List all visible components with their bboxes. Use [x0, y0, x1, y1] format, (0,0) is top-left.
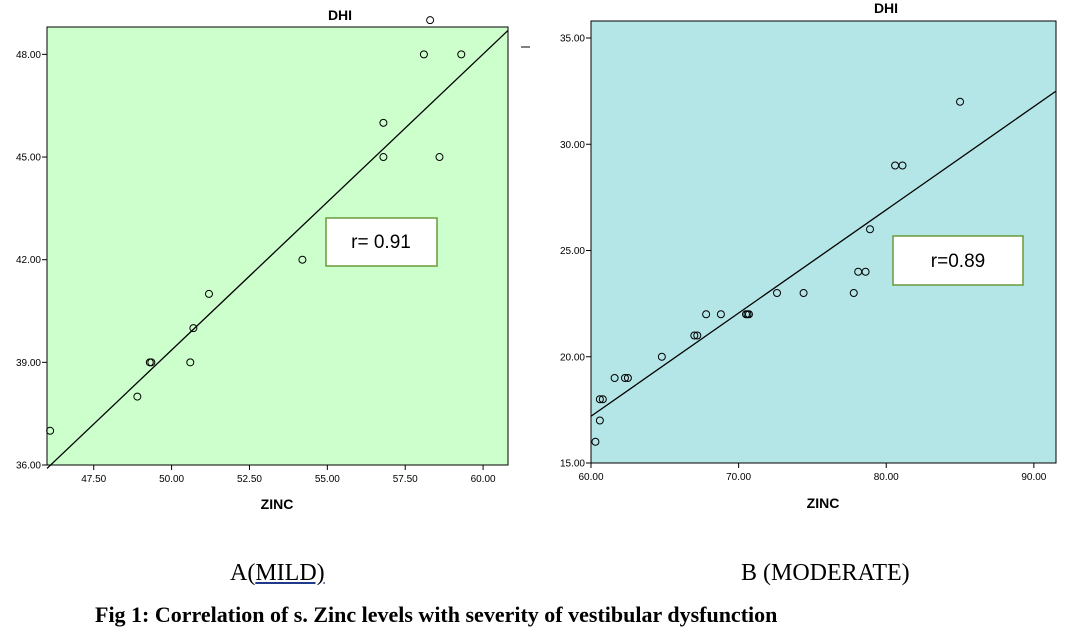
- data-point-b: [898, 161, 907, 170]
- data-point-a: [46, 426, 55, 435]
- y-tick-label-b: 30.00: [560, 140, 585, 151]
- data-point-a: [419, 50, 428, 59]
- x-tick-label-a: 50.00: [159, 474, 184, 485]
- data-point-b: [595, 416, 604, 425]
- caption-panel-a: A(MILD): [230, 560, 325, 587]
- y-tick-label-a: 36.00: [16, 461, 41, 472]
- caption-a-underlined: MILD): [255, 560, 325, 586]
- data-point-b: [620, 374, 629, 382]
- fit-line-a: [46, 29, 509, 469]
- x-tick-label-a: 57.50: [393, 474, 418, 485]
- x-tick-label-a: 52.50: [237, 474, 262, 485]
- x-tick-label-b: 80.00: [874, 472, 899, 483]
- annotation-a-text: r= 0.91: [351, 232, 411, 253]
- caption-panel-b: B (MODERATE): [741, 560, 910, 586]
- x-tick-label-b: 70.00: [726, 472, 751, 483]
- data-point-a: [133, 392, 142, 401]
- chart-b-ticks: 15.00 20.00 25.00 30.00 35.00 60.00 70.00 80.00…: [560, 34, 1047, 484]
- data-point-b: [623, 374, 632, 382]
- figure-charts: DHI ZINC 36.00 39.00 42.00 45.00 48.00 47.50 5…: [16, 0, 1057, 512]
- data-point-b: [744, 310, 753, 319]
- annotation-box-a: r= 0.91: [325, 217, 438, 267]
- chart-a-points: [46, 16, 466, 435]
- plot-area-a: [46, 26, 509, 466]
- data-point-b: [690, 331, 699, 340]
- data-point-b: [598, 395, 607, 404]
- data-point-b: [693, 331, 702, 340]
- data-point-b: [716, 310, 725, 319]
- data-point-a: [457, 50, 466, 59]
- data-point-b: [595, 395, 604, 404]
- chart-a-title: DHI: [328, 7, 352, 23]
- x-tick-label-a: 47.50: [81, 474, 106, 485]
- x-tick-label-a: 60.00: [471, 474, 496, 485]
- data-point-a: [204, 289, 213, 298]
- chart-b-xlabel: ZINC: [807, 495, 840, 511]
- y-tick-label-b: 25.00: [560, 246, 585, 257]
- annotation-box-b: r=0.89: [892, 235, 1024, 286]
- y-tick-label-a: 39.00: [16, 358, 41, 369]
- data-point-a: [147, 358, 156, 367]
- data-point-b: [866, 225, 874, 234]
- data-point-b: [657, 352, 666, 361]
- data-point-a: [189, 324, 198, 333]
- y-tick-label-b: 35.00: [560, 34, 585, 45]
- x-tick-label-b: 60.00: [578, 472, 603, 483]
- data-point-a: [379, 153, 388, 162]
- chart-panel-a: DHI ZINC 36.00 39.00 42.00 45.00 48.00 47.50 5…: [16, 7, 530, 512]
- data-point-b: [702, 310, 711, 319]
- data-point-b: [861, 267, 870, 276]
- x-tick-label-a: 55.00: [315, 474, 340, 485]
- data-point-b: [773, 289, 781, 297]
- figure-caption: Fig 1: Correlation of s. Zinc levels wit…: [95, 602, 778, 627]
- chart-b-title: DHI: [874, 0, 898, 16]
- fit-line-b: [590, 90, 1057, 417]
- y-tick-label-b: 20.00: [560, 352, 585, 363]
- data-point-a: [379, 118, 388, 127]
- chart-a-ticks: 36.00 39.00 42.00 45.00 48.00 47.50 50.00 52.50…: [16, 50, 496, 485]
- y-tick-label-a: 42.00: [16, 255, 41, 266]
- data-point-a: [426, 16, 435, 25]
- caption-a-prefix: A(: [230, 560, 256, 586]
- annotation-b-text: r=0.89: [931, 251, 985, 272]
- data-point-b: [956, 97, 965, 106]
- chart-a-xlabel: ZINC: [261, 496, 294, 512]
- y-tick-label-b: 15.00: [560, 459, 585, 470]
- data-point-a: [435, 153, 444, 162]
- data-point-a: [186, 358, 195, 367]
- x-tick-label-b: 90.00: [1021, 472, 1046, 483]
- data-point-b: [610, 374, 619, 382]
- y-tick-label-a: 48.00: [16, 50, 41, 61]
- data-point-b: [799, 289, 808, 297]
- data-point-b: [849, 289, 858, 297]
- data-point-a: [298, 255, 307, 264]
- data-point-b: [591, 437, 600, 446]
- y-tick-label-a: 45.00: [16, 153, 41, 164]
- chart-b-points: [591, 97, 965, 446]
